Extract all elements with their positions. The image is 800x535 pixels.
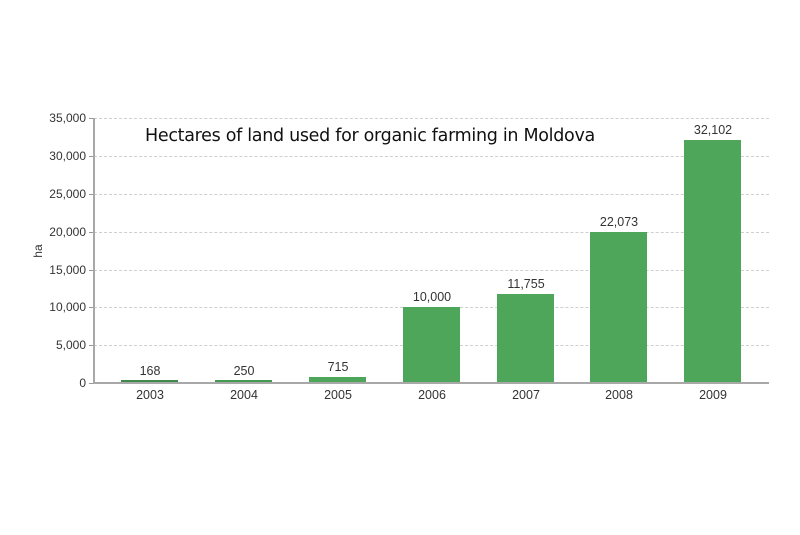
x-label-2005: 2005 (324, 388, 352, 402)
ytick-label: 10,000 (49, 300, 86, 314)
gridline-15000 (94, 270, 769, 271)
ytick-mark (89, 194, 94, 195)
ytick-mark (89, 307, 94, 308)
bar-2004 (215, 380, 272, 383)
x-label-2006: 2006 (418, 388, 446, 402)
ytick-label: 25,000 (49, 187, 86, 201)
chart-title: Hectares of land used for organic farmin… (141, 126, 599, 146)
ytick-label: 35,000 (49, 111, 86, 125)
gridline-35000 (94, 118, 769, 119)
bar-2007 (497, 294, 554, 383)
ytick-label: 15,000 (49, 263, 86, 277)
x-label-2007: 2007 (512, 388, 540, 402)
bar-2005 (309, 377, 366, 383)
value-label-2009: 32,102 (693, 123, 733, 137)
bar-2003 (121, 380, 178, 383)
ytick-label: 0 (79, 376, 86, 390)
bar-2006 (403, 307, 460, 383)
gridline-30000 (94, 156, 769, 157)
ytick-label: 20,000 (49, 225, 86, 239)
value-label-2007: 11,755 (507, 277, 545, 291)
value-label-2008: 22,073 (599, 215, 639, 229)
ytick-mark (89, 118, 94, 119)
ytick-mark (89, 232, 94, 233)
value-label-2005: 715 (327, 360, 349, 374)
ytick-mark (89, 156, 94, 157)
gridline-20000 (94, 232, 769, 233)
x-label-2009: 2009 (699, 388, 727, 402)
value-label-2006: 10,000 (412, 290, 452, 304)
value-label-2003: 168 (139, 364, 161, 378)
y-axis-line (93, 118, 95, 384)
ytick-mark (89, 383, 94, 384)
y-axis-label: ha (31, 244, 45, 258)
ytick-label: 30,000 (49, 149, 86, 163)
ytick-mark (89, 270, 94, 271)
value-label-2004: 250 (233, 364, 255, 378)
x-axis-line (93, 382, 769, 384)
bar-2009 (684, 140, 741, 383)
ytick-mark (89, 345, 94, 346)
x-label-2008: 2008 (605, 388, 633, 402)
bar-2008 (590, 232, 647, 383)
x-label-2003: 2003 (136, 388, 164, 402)
gridline-25000 (94, 194, 769, 195)
ytick-label: 5,000 (55, 338, 86, 352)
x-label-2004: 2004 (230, 388, 258, 402)
